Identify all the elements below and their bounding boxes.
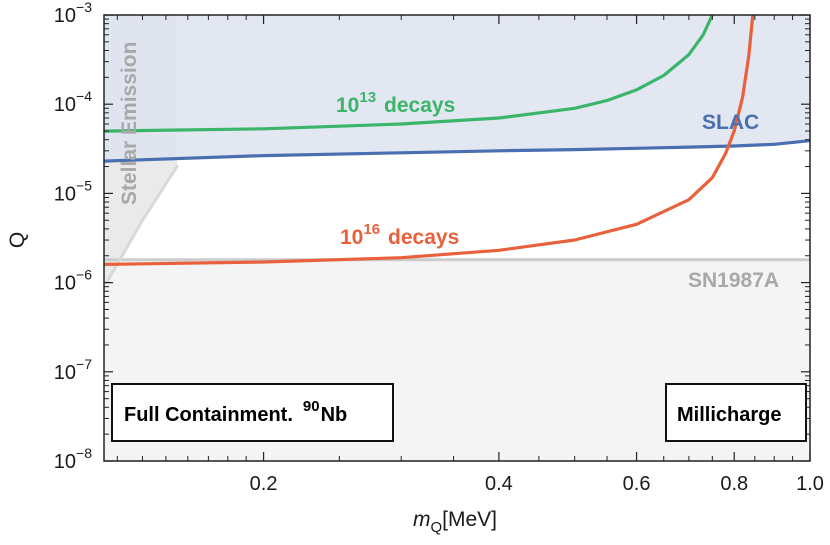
y-tick-exp: −5: [76, 177, 92, 193]
x-tick-label: 0.4: [485, 473, 513, 495]
line-1e13-decays: [104, 15, 714, 133]
x-axis-label: mQ[MeV]: [413, 508, 497, 536]
label-slac: SLAC: [702, 111, 759, 134]
label-stellar-emission: Stellar Emission: [118, 42, 141, 205]
plot-frame: [103, 14, 811, 462]
series-lines: [104, 15, 810, 285]
line-slac: [104, 139, 810, 163]
y-tick-label: 10−4: [54, 88, 92, 116]
label-1e16-decays: 1016 decays: [340, 221, 459, 249]
label-sn1987a: SN1987A: [688, 269, 779, 292]
y-tick-exp: −6: [76, 267, 92, 283]
line-1e16-decays: [104, 15, 755, 266]
label-1e16-word: decays: [388, 226, 459, 249]
y-tick-exp: −7: [76, 356, 92, 372]
label-1e16-exp: 16: [363, 221, 380, 238]
box-full-containment-text: Full Containment. 90Nb: [124, 398, 347, 426]
y-tick-base: 10: [54, 273, 76, 295]
y-tick-base: 10: [54, 183, 76, 205]
box-left-text: Full Containment.: [124, 404, 293, 426]
x-axis-label-sub: Q: [430, 519, 442, 536]
y-tick-base: 10: [54, 451, 76, 473]
y-tick-base: 10: [54, 5, 76, 27]
x-tick-label: 0.2: [250, 473, 278, 495]
y-tick-exp: −8: [76, 445, 92, 461]
label-1e13-exp: 13: [359, 89, 376, 106]
y-tick-label: 10−8: [54, 445, 92, 473]
label-1e16-base: 10: [340, 226, 363, 249]
box-full-containment: [111, 383, 394, 442]
x-axis-label-unit: [MeV]: [442, 508, 497, 531]
y-tick-label: 10−7: [54, 356, 92, 384]
y-tick-base: 10: [54, 362, 76, 384]
label-1e13-word: decays: [384, 94, 455, 117]
y-tick-label: 10−3: [54, 0, 92, 27]
axis-ticks: 10−810−710−610−510−410−30.2 0.4 0.6 0.8 1.0: [54, 0, 824, 495]
box-left-iso-elem: Nb: [321, 404, 348, 426]
box-millicharge-text: Millicharge: [677, 404, 781, 426]
y-tick-exp: −4: [76, 88, 92, 104]
y-tick-base: 10: [54, 94, 76, 116]
y-tick-label: 10−6: [54, 267, 92, 295]
x-tick-label: 0.8: [720, 473, 748, 495]
y-tick-label: 10−5: [54, 177, 92, 205]
region-slac: [104, 15, 810, 162]
line-stellar-emission: [105, 165, 179, 285]
x-tick-label: 1.0: [796, 473, 824, 495]
x-tick-label: 0.6: [623, 473, 651, 495]
box-left-iso-mass: 90: [303, 398, 320, 415]
label-1e13-decays: 1013 decays: [336, 89, 455, 117]
label-1e13-base: 10: [336, 94, 359, 117]
box-millicharge: [665, 383, 807, 442]
y-tick-exp: −3: [76, 0, 92, 15]
x-axis-label-base: m: [413, 508, 431, 531]
y-axis-label: Q: [6, 232, 29, 248]
